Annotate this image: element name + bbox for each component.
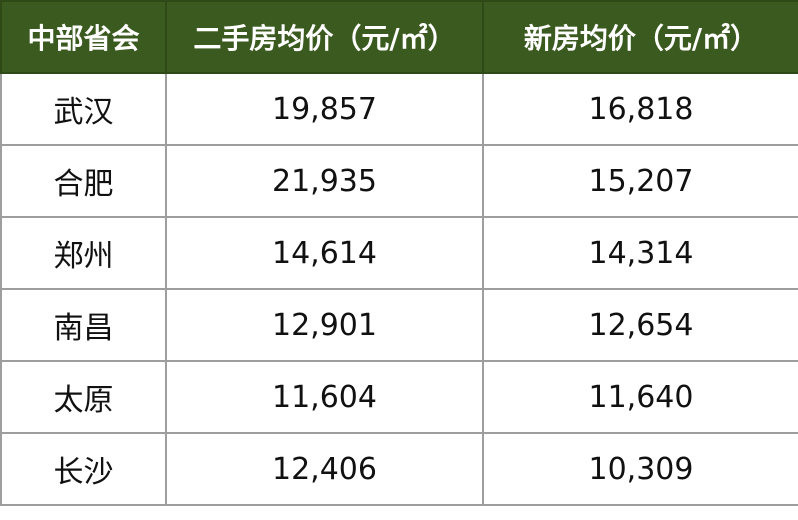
price-cell: 11,640 (482, 360, 798, 434)
header-cell: 中部省会 (0, 0, 167, 74)
header-cell: 二手房均价（元/㎡） (165, 0, 484, 74)
price-cell: 16,818 (482, 72, 798, 146)
table-row: 长沙 12,406 10,309 (0, 432, 798, 506)
header-row: 中部省会 二手房均价（元/㎡） 新房均价（元/㎡） (0, 0, 798, 74)
table-row: 太原 11,604 11,640 (0, 360, 798, 434)
price-cell: 10,309 (482, 432, 798, 506)
price-cell: 12,654 (482, 288, 798, 362)
table-row: 武汉 19,857 16,818 (0, 72, 798, 146)
table-row: 合肥 21,935 15,207 (0, 144, 798, 218)
price-cell: 14,614 (165, 216, 484, 290)
city-cell: 合肥 (0, 144, 167, 218)
price-table: 中部省会 二手房均价（元/㎡） 新房均价（元/㎡） 武汉 19,857 16,818 合肥… (0, 0, 798, 506)
price-cell: 21,935 (165, 144, 484, 218)
price-cell: 12,406 (165, 432, 484, 506)
city-cell: 武汉 (0, 72, 167, 146)
price-cell: 19,857 (165, 72, 484, 146)
price-cell: 12,901 (165, 288, 484, 362)
table-row: 南昌 12,901 12,654 (0, 288, 798, 362)
table-body: 武汉 19,857 16,818 合肥 21,935 15,207 郑州 14,614 14,3… (0, 72, 798, 506)
city-cell: 长沙 (0, 432, 167, 506)
header-cell: 新房均价（元/㎡） (482, 0, 798, 74)
city-cell: 南昌 (0, 288, 167, 362)
city-cell: 太原 (0, 360, 167, 434)
price-cell: 14,314 (482, 216, 798, 290)
price-cell: 11,604 (165, 360, 484, 434)
city-cell: 郑州 (0, 216, 167, 290)
price-cell: 15,207 (482, 144, 798, 218)
table-row: 郑州 14,614 14,314 (0, 216, 798, 290)
